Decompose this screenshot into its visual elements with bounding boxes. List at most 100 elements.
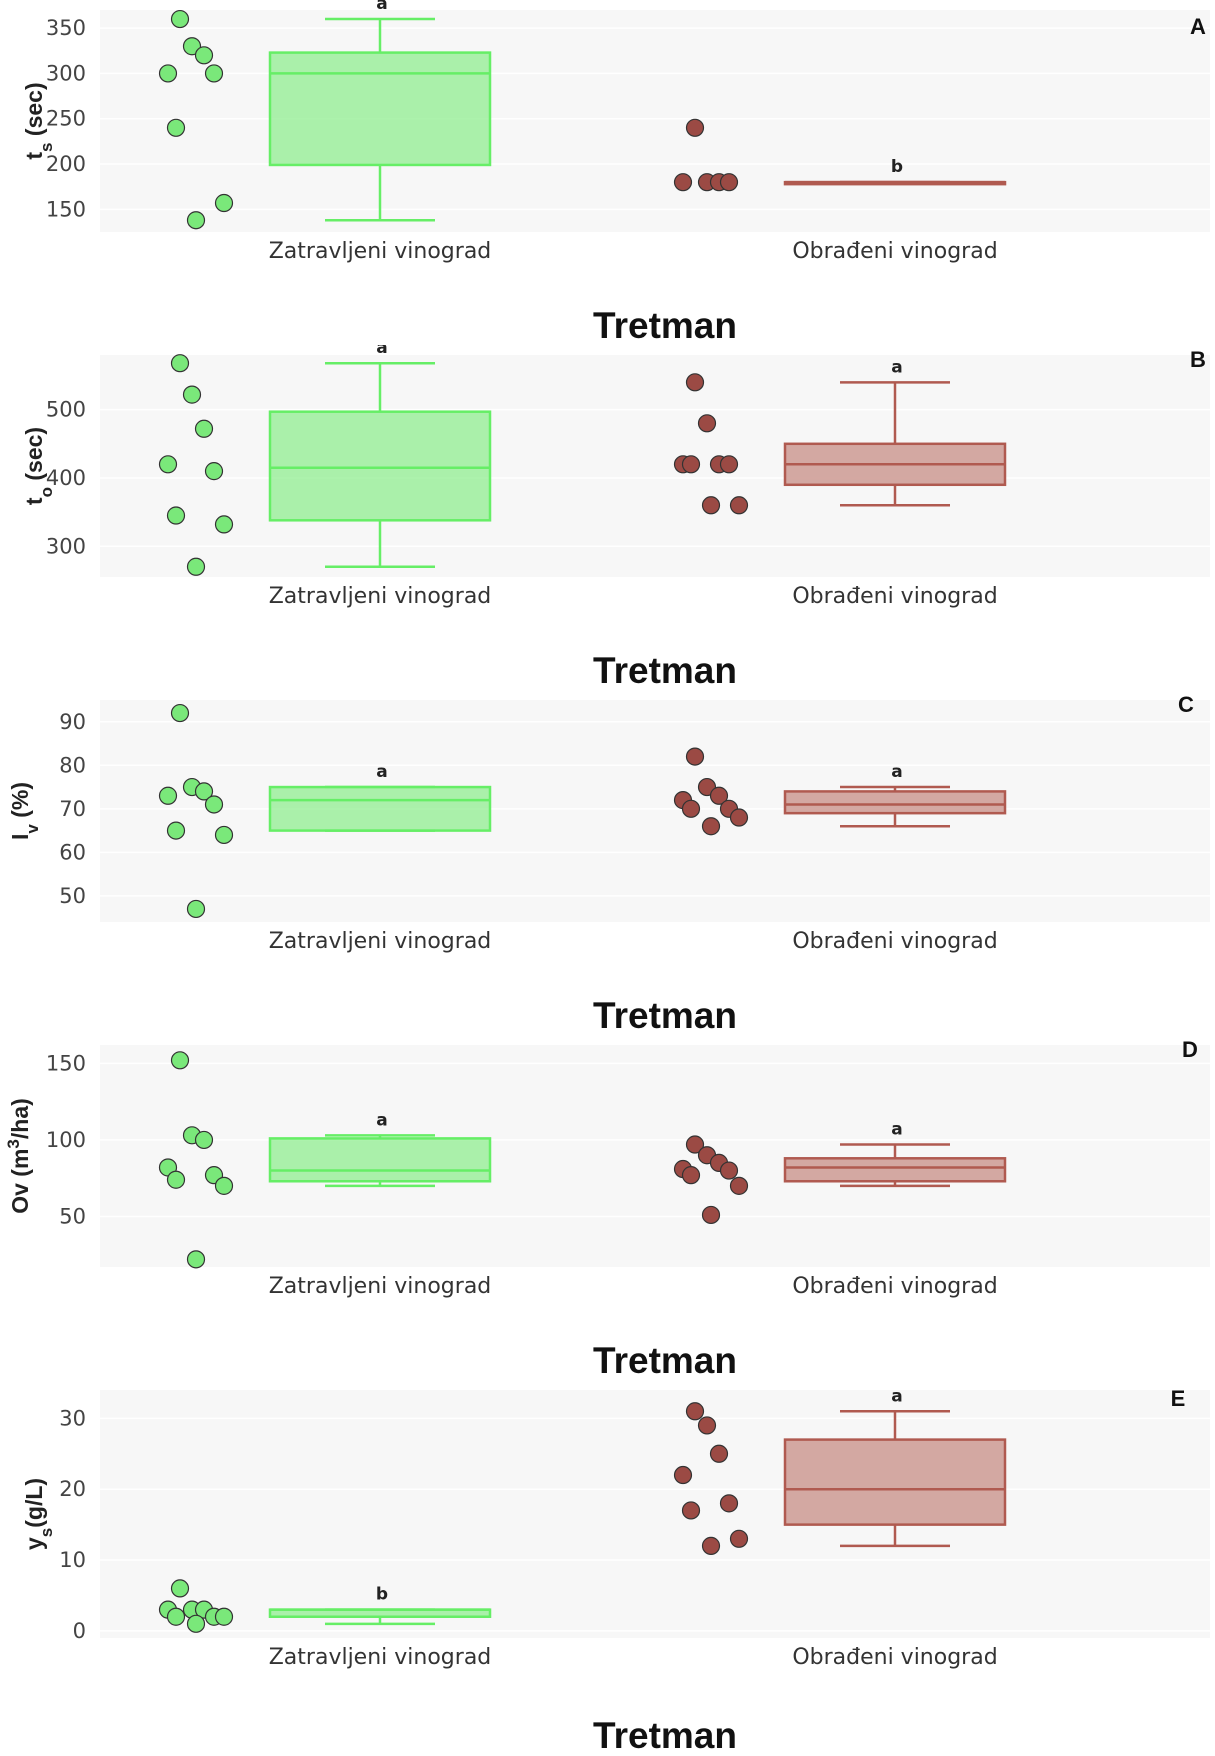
y-tick-label: 80: [59, 753, 86, 777]
data-point: [719, 173, 739, 192]
data-point: [685, 747, 705, 766]
plot-area: [100, 1045, 1210, 1267]
category-label: Obrađeni vinograd: [792, 1274, 997, 1299]
data-point: [170, 1051, 190, 1070]
data-point: [214, 1607, 234, 1626]
y-tick-label: 500: [46, 398, 86, 422]
data-point: [186, 1614, 206, 1633]
panel-label: C: [1178, 692, 1194, 717]
data-point: [701, 496, 721, 515]
chart-svg: 150 200 250 300 350 ts (sec) Aa Zatravljeni vin…: [21, 0, 1210, 345]
data-point: [204, 462, 224, 481]
data-point: [194, 782, 214, 801]
y-tick-label: 200: [46, 152, 86, 176]
box: [783, 1438, 1007, 1526]
y-tick-label: 100: [46, 1128, 86, 1152]
y-tick-label: 30: [59, 1406, 86, 1430]
data-point: [701, 1205, 721, 1225]
data-point: [719, 455, 739, 474]
data-point: [697, 414, 717, 433]
data-point: [166, 821, 186, 840]
significance-letter: b: [891, 157, 903, 177]
category-label: Obrađeni vinograd: [792, 584, 997, 609]
y-tick-label: 70: [59, 797, 86, 821]
panel-label: E: [1171, 1386, 1186, 1411]
data-point: [170, 354, 190, 373]
y-tick-label: 300: [46, 534, 86, 558]
significance-letter: a: [376, 0, 387, 14]
data-point: [685, 373, 705, 392]
significance-letter: a: [891, 762, 902, 782]
chart-svg: 50 100 150 Ov (m3/ha) Da Zatravljeni vinograd…: [4, 1037, 1210, 1380]
y-axis-label: ys(g/L): [21, 1478, 56, 1550]
chart-svg: 300 400 500 to (sec) Ba Zatravljeni vinograd a…: [21, 345, 1210, 690]
data-point: [214, 515, 234, 534]
significance-letter: b: [376, 1585, 388, 1605]
x-axis-label: Tretman: [593, 995, 737, 1035]
significance-letter: a: [891, 357, 902, 377]
x-axis-label: Tretman: [593, 1715, 737, 1756]
y-axis-label: ts (sec): [21, 82, 56, 159]
category-label: Obrađeni vinograd: [792, 929, 997, 954]
category-label: Obrađeni vinograd: [792, 239, 997, 264]
panel-label: B: [1190, 347, 1206, 372]
data-point: [214, 193, 234, 213]
category-label: Zatravljeni vinograd: [269, 1645, 492, 1670]
data-point: [729, 808, 749, 827]
data-point: [186, 211, 206, 230]
data-point: [214, 1176, 234, 1195]
category-label: Zatravljeni vinograd: [269, 239, 492, 264]
data-point: [729, 496, 749, 515]
y-tick-label: 90: [59, 710, 86, 734]
y-tick-label: 150: [46, 197, 86, 221]
y-tick-label: 10: [59, 1548, 86, 1572]
box: [268, 1137, 492, 1183]
data-point: [685, 1402, 705, 1421]
category-label: Obrađeni vinograd: [792, 1645, 997, 1670]
data-point: [729, 1529, 749, 1548]
category-label: Zatravljeni vinograd: [269, 929, 492, 954]
plot-area: [100, 1390, 1210, 1638]
data-point: [673, 173, 693, 192]
data-point: [701, 1536, 721, 1555]
data-point: [681, 1166, 701, 1185]
data-point: [158, 455, 178, 474]
y-tick-label: 60: [59, 840, 86, 864]
box: [268, 785, 492, 832]
significance-letter: a: [376, 345, 387, 358]
data-point: [681, 455, 701, 474]
significance-letter: a: [376, 1110, 387, 1130]
data-point: [182, 37, 202, 56]
data-point: [194, 1130, 214, 1150]
y-tick-label: 50: [59, 884, 86, 908]
significance-letter: a: [891, 1386, 902, 1406]
data-point: [186, 557, 206, 576]
data-point: [158, 786, 178, 805]
data-point: [166, 118, 186, 137]
box: [268, 410, 492, 522]
chart-svg: 0 10 20 30 ys(g/L) Eb Zatravljeni vinograd a Obr…: [21, 1386, 1210, 1756]
data-point: [685, 118, 705, 137]
significance-letter: a: [376, 762, 387, 782]
data-point: [709, 1444, 729, 1463]
category-label: Zatravljeni vinograd: [269, 584, 492, 609]
y-axis-label: Ov (m3/ha): [4, 1098, 34, 1214]
y-tick-label: 350: [46, 16, 86, 40]
data-point: [681, 799, 701, 818]
y-tick-label: 400: [46, 466, 86, 490]
data-point: [673, 1465, 693, 1485]
box: [268, 51, 492, 167]
data-point: [719, 1161, 739, 1180]
data-point: [204, 64, 224, 83]
data-point: [729, 1176, 749, 1195]
data-point: [214, 825, 234, 845]
data-point: [170, 1579, 190, 1598]
data-point: [681, 1501, 701, 1520]
data-point: [204, 795, 224, 814]
panel-label: A: [1190, 14, 1206, 39]
data-point: [685, 1135, 705, 1154]
